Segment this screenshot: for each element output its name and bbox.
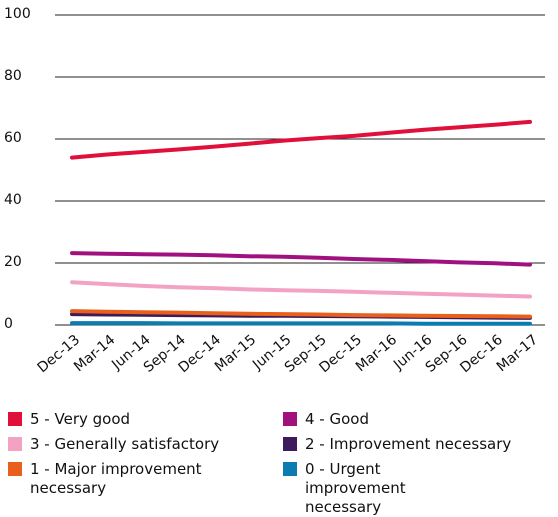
legend-item: 4 - Good <box>283 410 558 429</box>
legend-label: 4 - Good <box>305 410 369 428</box>
legend-label: 1 - Major improvement necessary <box>30 460 202 497</box>
legend-item: 0 - Urgent improvement necessary <box>283 460 558 517</box>
legend-swatch <box>283 412 297 426</box>
legend-swatch <box>8 437 22 451</box>
legend-swatch <box>283 462 297 476</box>
legend-label: 5 - Very good <box>30 410 131 428</box>
y-tick-label: 40 <box>4 192 22 208</box>
series-line <box>70 309 532 319</box>
y-tick-label: 80 <box>4 68 22 84</box>
legend-item: 3 - Generally satisfactory <box>8 435 283 454</box>
legend-label: 0 - Urgent improvement necessary <box>305 460 406 516</box>
series-line <box>70 119 532 160</box>
legend-swatch <box>283 437 297 451</box>
legend-swatch <box>8 462 22 476</box>
y-tick-label: 60 <box>4 130 22 146</box>
legend-item: 1 - Major improvement necessary <box>8 460 283 517</box>
y-tick-label: 20 <box>4 254 22 270</box>
series-line <box>70 321 532 326</box>
chart: 020406080100Dec-13Mar-14Jun-14Sep-14Dec-… <box>4 6 545 376</box>
y-tick-label: 100 <box>4 6 31 22</box>
legend-item: 5 - Very good <box>8 410 283 429</box>
legend-item: 2 - Improvement necessary <box>283 435 558 454</box>
series-line <box>70 280 532 299</box>
legend-swatch <box>8 412 22 426</box>
series-line <box>70 251 532 267</box>
y-tick-label: 0 <box>4 316 13 332</box>
legend-label: 2 - Improvement necessary <box>305 435 512 453</box>
legend: 5 - Very good 4 - Good 3 - Generally satis… <box>8 410 558 517</box>
legend-label: 3 - Generally satisfactory <box>30 435 220 453</box>
